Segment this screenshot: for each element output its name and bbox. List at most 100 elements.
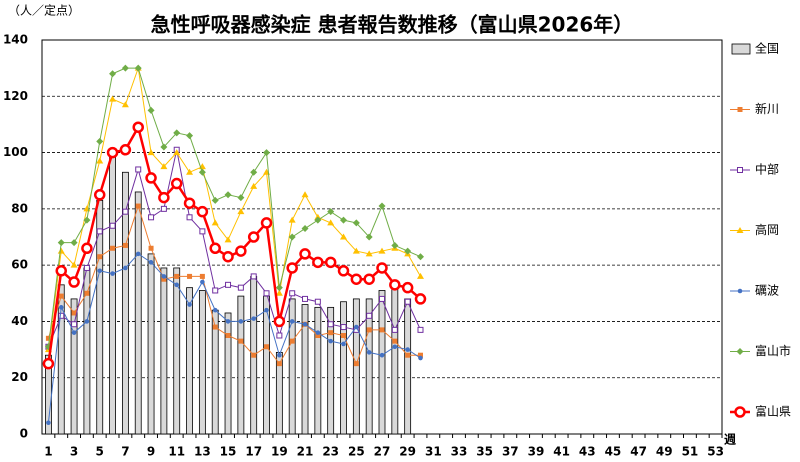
point xyxy=(301,225,309,233)
bar xyxy=(173,267,181,435)
point xyxy=(379,295,385,302)
point xyxy=(83,264,90,271)
legend-marker xyxy=(737,107,743,112)
point xyxy=(58,293,64,299)
point xyxy=(196,205,209,218)
legend-marker xyxy=(734,406,746,418)
point xyxy=(96,157,104,164)
legend-label: 礪波 xyxy=(755,284,779,298)
x-tick-label: 43 xyxy=(579,445,596,459)
bar xyxy=(352,298,360,435)
point xyxy=(273,315,286,328)
point xyxy=(134,64,142,72)
legend-marker xyxy=(737,167,743,173)
point xyxy=(161,274,167,279)
point xyxy=(314,298,321,305)
legend-label: 中部 xyxy=(755,162,779,177)
legend-marker xyxy=(737,288,743,294)
point xyxy=(187,302,192,307)
point xyxy=(276,361,282,367)
point xyxy=(366,327,372,333)
y-tick-label: 0 xyxy=(20,427,28,441)
point xyxy=(160,143,168,151)
x-tick-label: 11 xyxy=(168,445,185,459)
point xyxy=(135,166,142,173)
legend-item: 富山県 xyxy=(730,404,791,419)
x-tick-label: 45 xyxy=(605,445,622,459)
x-tick-label: 51 xyxy=(682,445,699,459)
point xyxy=(199,228,206,235)
point xyxy=(250,182,258,189)
legend-item: 新川 xyxy=(730,101,779,116)
point xyxy=(378,202,386,210)
point xyxy=(93,189,106,201)
point xyxy=(222,250,234,263)
point xyxy=(209,242,221,255)
y-tick-label: 120 xyxy=(3,89,28,103)
point xyxy=(391,241,399,249)
x-tick-label: 41 xyxy=(553,445,570,459)
point xyxy=(148,245,154,251)
point xyxy=(121,101,129,108)
bar xyxy=(301,304,309,435)
point xyxy=(299,248,311,260)
legend-item: 中部 xyxy=(730,162,779,177)
point xyxy=(263,149,271,157)
point xyxy=(96,137,104,145)
point xyxy=(264,307,269,313)
x-tick-label: 9 xyxy=(147,445,155,459)
y-tick-label: 100 xyxy=(3,145,28,159)
y-axis-label: （人／定点） xyxy=(8,3,80,18)
y-tick-label: 40 xyxy=(11,314,28,328)
point xyxy=(109,95,117,102)
legend-item: 全国 xyxy=(731,41,779,56)
point xyxy=(341,341,346,347)
point xyxy=(289,338,295,344)
point xyxy=(84,290,90,296)
point xyxy=(315,330,321,335)
point xyxy=(81,242,93,255)
point xyxy=(378,247,386,254)
point xyxy=(251,352,257,358)
point xyxy=(392,338,398,344)
point xyxy=(341,333,347,338)
point xyxy=(58,305,64,310)
point xyxy=(275,289,283,296)
point xyxy=(225,333,231,338)
point xyxy=(147,106,155,114)
point xyxy=(119,144,132,156)
legend-label: 全国 xyxy=(755,41,779,56)
point xyxy=(225,319,231,324)
bar xyxy=(96,200,104,435)
point xyxy=(212,307,218,313)
point xyxy=(314,216,322,224)
point xyxy=(405,347,410,352)
y-tick-label: 60 xyxy=(11,258,28,272)
x-tick-label: 7 xyxy=(121,445,129,459)
x-tick-label: 17 xyxy=(245,445,262,459)
point xyxy=(147,149,155,156)
point xyxy=(250,273,257,280)
point xyxy=(109,70,117,78)
bar xyxy=(70,298,78,435)
point xyxy=(247,231,260,243)
point xyxy=(366,312,373,319)
point xyxy=(225,281,232,288)
point xyxy=(337,265,350,277)
point xyxy=(148,260,154,265)
point xyxy=(340,324,347,331)
legend-label: 富山市 xyxy=(755,343,791,358)
point xyxy=(286,262,298,274)
point xyxy=(110,271,115,276)
point xyxy=(58,312,65,319)
point xyxy=(418,355,423,361)
point xyxy=(416,253,424,261)
point xyxy=(224,236,232,243)
bar xyxy=(198,290,206,435)
point xyxy=(404,247,412,255)
point xyxy=(324,256,337,269)
point xyxy=(392,344,398,350)
point xyxy=(199,273,205,279)
point xyxy=(70,261,78,268)
x-tick-label: 35 xyxy=(476,445,493,459)
